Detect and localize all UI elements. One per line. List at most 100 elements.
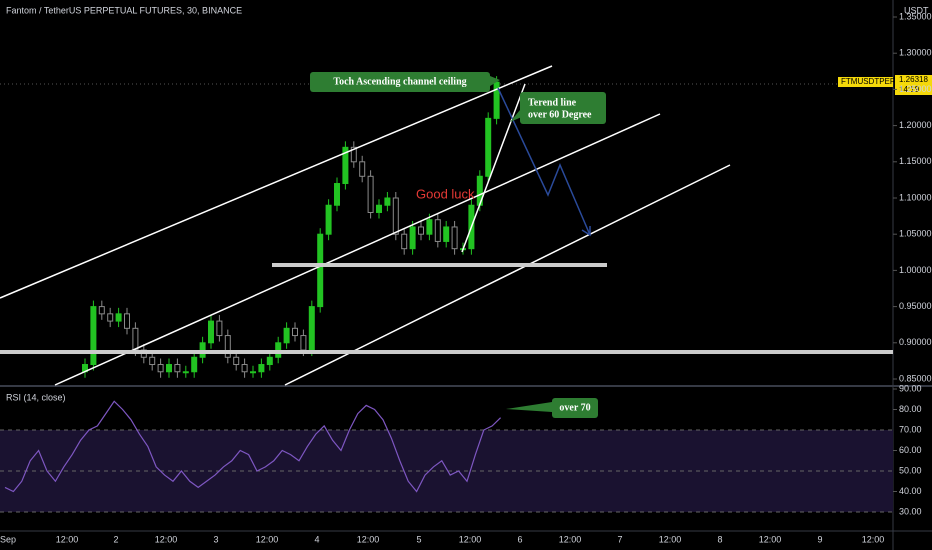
rsi-line xyxy=(4,400,502,493)
x-tick-label: 12:00 xyxy=(559,534,582,544)
candle xyxy=(401,233,408,250)
candle xyxy=(359,161,366,177)
x-tick-label: 6 xyxy=(517,534,522,544)
candle xyxy=(132,327,139,351)
annotation: over 70 xyxy=(559,402,590,413)
y-tick-label: 1.15000 xyxy=(899,156,932,166)
rsi-tick-label: 50.00 xyxy=(899,465,922,475)
candle xyxy=(384,197,391,206)
candle xyxy=(174,364,181,373)
candle xyxy=(208,320,214,344)
x-tick-label: 9 xyxy=(817,534,822,544)
x-tick-label: 8 xyxy=(717,534,722,544)
x-tick-label: 12:00 xyxy=(357,534,380,544)
x-tick-label: 12:00 xyxy=(56,534,79,544)
y-tick-label: 1.30000 xyxy=(899,48,932,58)
y-tick-label: 0.95000 xyxy=(899,301,932,311)
channel-middle xyxy=(54,113,661,386)
candle xyxy=(98,306,105,315)
annotation-pointer xyxy=(506,402,552,412)
candle xyxy=(182,371,189,374)
x-tick-label: 12:00 xyxy=(155,534,178,544)
candle xyxy=(426,219,433,235)
projection-arrow xyxy=(497,87,591,236)
y-tick-label: 1.00000 xyxy=(899,265,932,275)
countdown: 14:19 xyxy=(899,85,920,94)
channel-bottom xyxy=(284,164,731,386)
candle xyxy=(250,371,256,374)
candle xyxy=(493,81,500,119)
annotation-box xyxy=(520,92,606,124)
y-tick-label: 0.85000 xyxy=(899,373,932,383)
candle xyxy=(157,364,164,373)
candle xyxy=(325,204,332,235)
annotation: Good luck xyxy=(416,186,475,201)
candle xyxy=(418,226,424,235)
candle xyxy=(216,320,223,337)
chart-title: Fantom / TetherUS PERPETUAL FUTURES, 30,… xyxy=(6,5,242,15)
rsi-tick-label: 70.00 xyxy=(899,424,922,434)
y-tick-label: 1.05000 xyxy=(899,229,932,239)
candle xyxy=(241,364,248,373)
candle xyxy=(350,146,357,163)
x-tick-label: 4 xyxy=(314,534,319,544)
rsi-tick-label: 80.00 xyxy=(899,404,922,414)
annotation: Terend line xyxy=(528,97,577,108)
annotation-pointer xyxy=(490,76,500,86)
candle xyxy=(107,313,114,322)
y-tick-label: 1.25000 xyxy=(899,84,932,94)
x-tick-label: 12:00 xyxy=(459,534,482,544)
y-tick-label: 1.35000 xyxy=(899,11,932,21)
candle xyxy=(292,327,298,337)
candle xyxy=(258,364,265,373)
candle xyxy=(342,146,349,185)
candle xyxy=(233,356,240,366)
candle xyxy=(367,175,374,213)
symbol: FTMUSDTPERP xyxy=(841,77,901,86)
candle xyxy=(392,197,399,235)
annotation-pointer xyxy=(510,110,524,122)
candle xyxy=(451,226,458,250)
candle xyxy=(191,356,198,373)
x-tick-label: 12:00 xyxy=(256,534,279,544)
rsi-tick-label: 90.00 xyxy=(899,383,922,393)
x-tick-label: 7 xyxy=(617,534,622,544)
candle xyxy=(308,306,315,351)
channel-top xyxy=(0,65,553,299)
x-tick-label: 12:00 xyxy=(862,534,885,544)
candle xyxy=(149,356,156,366)
candle xyxy=(334,183,340,206)
candle xyxy=(166,364,172,373)
candle xyxy=(300,335,307,351)
annotation-box xyxy=(552,398,598,418)
candle xyxy=(485,117,492,177)
last-price: 1.26318 xyxy=(899,75,928,84)
y-tick-label: 0.90000 xyxy=(899,337,932,347)
rsi-tick-label: 60.00 xyxy=(899,445,922,455)
candle xyxy=(317,233,324,308)
y-tick-label: 1.10000 xyxy=(899,192,932,202)
rsi-tick-label: 30.00 xyxy=(899,506,922,516)
x-tick-label: 2 xyxy=(113,534,118,544)
candle xyxy=(283,327,290,344)
x-tick-label: 5 xyxy=(416,534,421,544)
annotation: Toch Ascending channel ceiling xyxy=(333,76,466,87)
x-tick-label: Sep xyxy=(0,534,16,544)
candle xyxy=(434,219,441,242)
x-tick-label: 12:00 xyxy=(659,534,682,544)
arrow-head xyxy=(581,226,591,237)
symbol-tag xyxy=(838,77,893,87)
candle xyxy=(409,226,416,250)
x-tick-label: 12:00 xyxy=(759,534,782,544)
candle xyxy=(266,356,273,366)
annotation-box xyxy=(310,72,490,92)
candle xyxy=(376,204,382,213)
candle xyxy=(124,313,130,329)
candle xyxy=(224,335,231,358)
rsi-band xyxy=(0,430,893,512)
rsi-title: RSI (14, close) xyxy=(6,392,66,402)
x-tick-label: 3 xyxy=(213,534,218,544)
annotation: over 60 Degree xyxy=(528,109,592,120)
trend-line xyxy=(461,83,526,253)
